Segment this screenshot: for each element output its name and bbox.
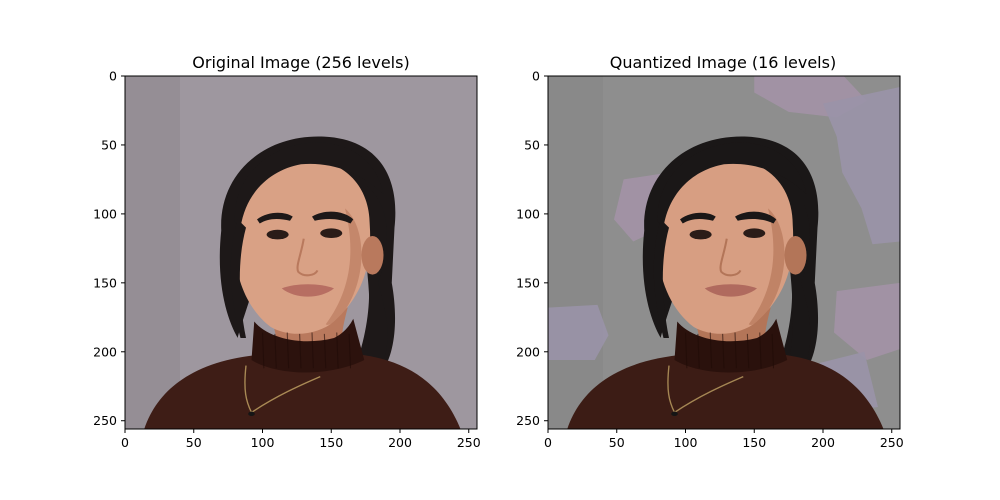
- quantized-turtleneck: [674, 318, 788, 373]
- original-y-tick-label: 150: [93, 275, 117, 290]
- quantized-pendant: [671, 411, 678, 417]
- original-y-tick-label: 200: [93, 344, 117, 359]
- original-sweater: [144, 354, 461, 429]
- quantized-eyebrow-right: [735, 211, 777, 224]
- original-x-tick-label: 0: [121, 435, 129, 450]
- quantized-y-tick-label: 150: [516, 275, 540, 290]
- original-backdrop-shade: [125, 76, 180, 429]
- original-ear: [361, 235, 384, 275]
- original-portrait-image: [125, 76, 477, 429]
- quantized-x-tick-label: 200: [811, 435, 835, 450]
- original-image-y-axis: 0 50 100 150 200 250: [93, 69, 125, 428]
- quantized-portrait-image: [548, 76, 900, 429]
- quantized-x-tick-label: 250: [880, 435, 904, 450]
- quantized-knit-rib: [684, 332, 688, 369]
- quantized-ear: [784, 235, 807, 275]
- original-knit-rib: [348, 333, 352, 369]
- quantized-knit-rib: [722, 333, 725, 369]
- original-knit-rib: [274, 333, 277, 369]
- original-knit-rib: [299, 333, 302, 369]
- quantized-eyebrow-left: [680, 212, 716, 224]
- quantized-lips: [704, 284, 757, 297]
- quantized-image-content: [548, 76, 900, 429]
- original-knit-rib: [286, 332, 290, 369]
- original-nose: [296, 238, 319, 277]
- original-eyebrow-right: [312, 211, 354, 224]
- quantized-knit-rib: [746, 333, 750, 369]
- original-x-tick-label: 150: [319, 435, 343, 450]
- quantized-x-tick-label: 0: [544, 435, 552, 450]
- quantized-knit-rib: [709, 332, 713, 369]
- original-image-title: Original Image (256 levels): [192, 53, 409, 72]
- original-y-tick-label: 250: [93, 413, 117, 428]
- original-y-tick-label: 100: [93, 206, 117, 221]
- quantized-image-panel: Quantized Image (16 levels) 0 50 100 150 200…: [516, 53, 904, 450]
- quantized-x-tick-label: 100: [674, 435, 698, 450]
- original-y-tick-label: 50: [101, 137, 117, 152]
- original-hair-strand: [230, 219, 246, 338]
- original-lips: [281, 284, 334, 297]
- quantized-knit-rib: [759, 332, 762, 369]
- original-x-tick-label: 200: [388, 435, 412, 450]
- quantized-knit-rib: [734, 332, 737, 369]
- quantized-image-axes-frame: [547, 75, 901, 430]
- original-image-x-axis: 0 50 100 150 200 250: [121, 429, 481, 450]
- quantized-y-tick-label: 0: [532, 69, 540, 84]
- original-knit-rib: [311, 332, 314, 369]
- quantized-backdrop-shade: [548, 76, 603, 429]
- quantized-nose: [719, 238, 742, 277]
- quantized-image-x-axis: 0 50 100 150 200 250: [544, 429, 904, 450]
- quantized-quantization-patch: [834, 282, 900, 361]
- quantized-image-title: Quantized Image (16 levels): [610, 53, 836, 72]
- quantized-knit-rib: [771, 333, 775, 369]
- original-knit-rib: [261, 332, 265, 369]
- original-turtleneck: [251, 318, 365, 373]
- original-hair-fringe: [234, 142, 384, 228]
- original-eye-right: [320, 228, 343, 239]
- quantized-hair-fringe: [657, 142, 807, 228]
- quantized-x-tick-label: 50: [609, 435, 625, 450]
- original-pendant: [248, 411, 255, 417]
- quantized-image-y-axis: 0 50 100 150 200 250: [516, 69, 548, 428]
- quantized-y-tick-label: 200: [516, 344, 540, 359]
- original-image-content: [125, 76, 477, 429]
- quantized-face-shadow: [748, 208, 785, 325]
- original-eyebrow-left: [257, 212, 293, 224]
- original-knit-rib: [323, 333, 327, 369]
- quantized-eye-right: [743, 228, 766, 239]
- quantized-y-tick-label: 50: [524, 137, 540, 152]
- quantized-x-tick-label: 150: [742, 435, 766, 450]
- original-x-tick-label: 50: [186, 435, 202, 450]
- quantized-quantization-patch: [823, 87, 900, 245]
- original-eye-left: [266, 229, 289, 240]
- quantized-quantization-patch: [548, 304, 609, 361]
- original-x-tick-label: 250: [457, 435, 481, 450]
- quantized-sweater: [567, 354, 884, 429]
- original-face-shadow: [325, 208, 362, 325]
- quantized-y-tick-label: 250: [516, 413, 540, 428]
- original-y-tick-label: 0: [109, 69, 117, 84]
- original-image-axes-frame: [124, 75, 478, 430]
- quantized-knit-rib: [697, 333, 700, 369]
- quantized-hair-strand: [653, 219, 669, 338]
- quantized-y-tick-label: 100: [516, 206, 540, 221]
- quantized-eye-left: [689, 229, 712, 240]
- original-image-panel: Original Image (256 levels) 0 50 100 150 200…: [93, 53, 481, 450]
- original-knit-rib: [336, 332, 339, 369]
- original-x-tick-label: 100: [251, 435, 275, 450]
